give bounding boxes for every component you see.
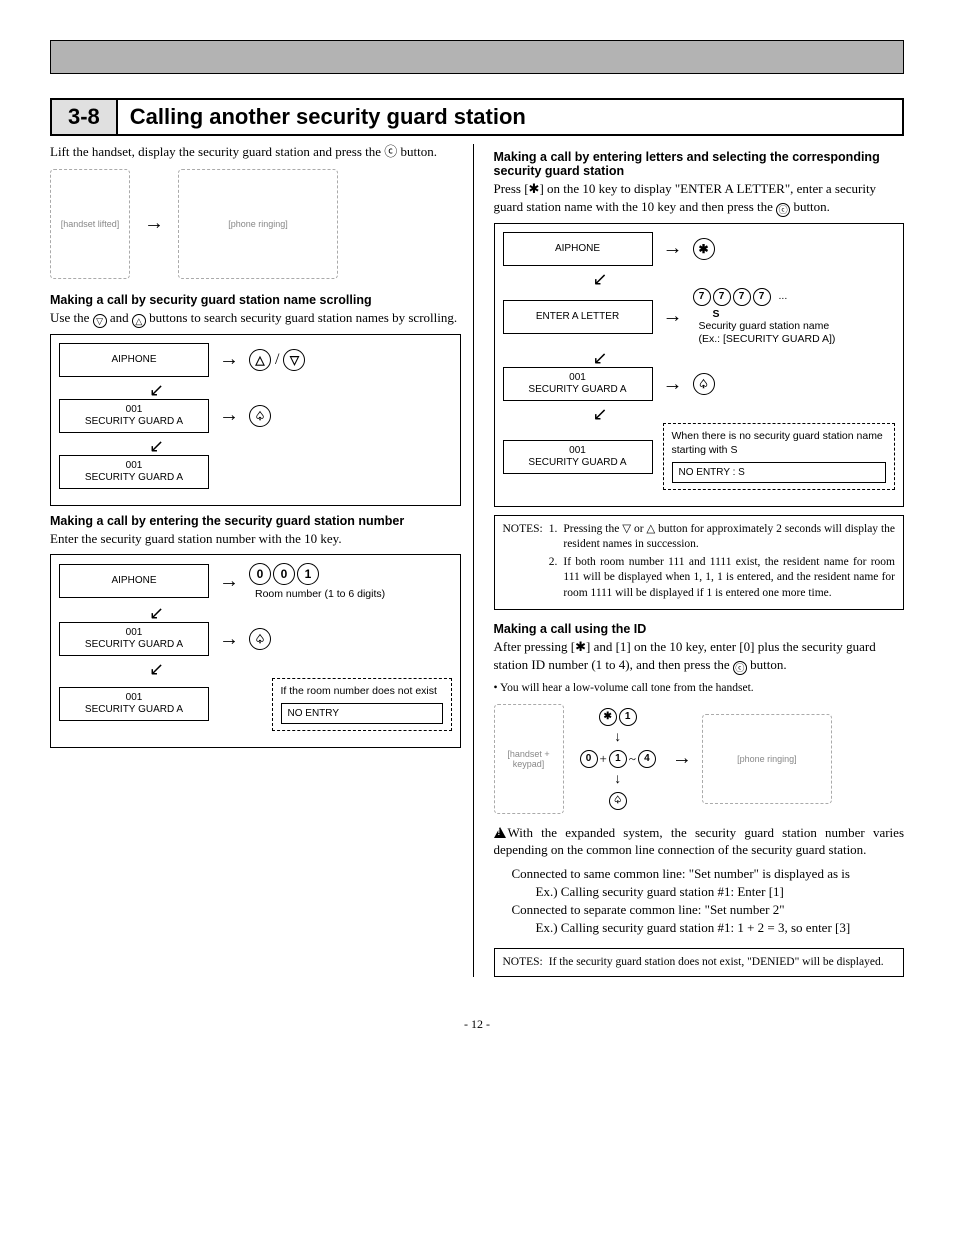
no-s-box: When there is no security guard station … <box>663 423 896 489</box>
lcd-display: AIPHONE <box>503 232 653 266</box>
arrow-right-icon: → <box>144 212 164 235</box>
key-1-icon: 1 <box>609 750 627 768</box>
note-1: Pressing the ▽ or △ button for approxima… <box>563 522 895 553</box>
id-diagram: [handset + keypad] ✱ 1 ↓ 0 + 1 ~ 4 ↓ ♤ →… <box>494 704 905 814</box>
star-key-icon: ✱ <box>693 238 715 260</box>
letter-note-2: (Ex.: [SECURITY GUARD A]) <box>699 333 896 346</box>
id-desc: After pressing [✱] and [1] on the 10 key… <box>494 638 905 675</box>
lcd-display: 001 SECURITY GUARD A <box>59 687 209 721</box>
warning-icon <box>494 827 506 838</box>
call-button-icon: ♤ <box>249 628 271 650</box>
letters-desc: Press [✱] on the 10 key to display "ENTE… <box>494 180 905 217</box>
call-button-icon: ♤ <box>693 373 715 395</box>
arrow-diag-icon: ↙ <box>149 660 452 678</box>
denied-notes-block: NOTES: If the security guard station doe… <box>494 948 905 978</box>
no-s-lcd: NO ENTRY : S <box>672 462 887 483</box>
up-button-icon: △ <box>249 349 271 371</box>
id-bullet: • You will hear a low-volume call tone f… <box>494 681 905 696</box>
top-gray-bar <box>50 40 904 74</box>
key-0-icon: 0 <box>249 563 271 585</box>
key-7-icon: 7 <box>693 288 711 306</box>
lcd-display: AIPHONE <box>59 564 209 598</box>
lcd-display: 001 SECURITY GUARD A <box>59 455 209 489</box>
no-entry-box: If the room number does not exist NO ENT… <box>272 678 452 731</box>
arrow-down-icon: ↓ <box>614 772 621 788</box>
arrow-right-icon: → <box>219 404 239 427</box>
scroll-desc: Use the ▽ and △ buttons to search securi… <box>50 309 461 328</box>
key-7-icon: 7 <box>753 288 771 306</box>
section-title: Calling another security guard station <box>118 100 538 134</box>
number-heading: Making a call by entering the security g… <box>50 514 461 528</box>
section-header: 3-8 Calling another security guard stati… <box>50 98 904 136</box>
arrow-right-icon: → <box>219 348 239 371</box>
number-diagram: AIPHONE → 0 0 1 Room number (1 to 6 digi… <box>50 554 461 748</box>
scroll-diagram: AIPHONE → △ / ▽ ↙ 001 SECURITY GUARD A →… <box>50 334 461 506</box>
key-1-icon: 1 <box>619 708 637 726</box>
down-icon: ▽ <box>93 314 107 328</box>
key-4-icon: 4 <box>638 750 656 768</box>
notes-label: NOTES: <box>503 522 543 604</box>
scroll-heading: Making a call by security guard station … <box>50 293 461 307</box>
arrow-right-icon: → <box>219 570 239 593</box>
note-2: If both room number 111 and 1111 exist, … <box>563 555 895 602</box>
key-7-icon: 7 <box>713 288 731 306</box>
up-icon: △ <box>132 314 146 328</box>
arrow-diag-icon: ↙ <box>593 405 896 423</box>
right-column: Making a call by entering letters and se… <box>494 144 905 977</box>
key-0-icon: 0 <box>273 563 295 585</box>
section-number: 3-8 <box>52 100 118 134</box>
lcd-display: 001 SECURITY GUARD A <box>503 440 653 474</box>
down-button-icon: ▽ <box>283 349 305 371</box>
lcd-display: ENTER A LETTER <box>503 300 653 334</box>
phone-illustration: [phone ringing] <box>702 714 832 804</box>
warning-paragraph: With the expanded system, the security g… <box>494 824 905 859</box>
arrow-diag-icon: ↙ <box>149 604 452 622</box>
arrow-diag-icon: ↙ <box>149 381 452 399</box>
arrow-right-icon: → <box>663 305 683 328</box>
page-number: - 12 - <box>50 1017 904 1032</box>
no-entry-lcd: NO ENTRY <box>281 703 443 724</box>
call-icon: ⓒ <box>776 203 790 217</box>
handset-illustration: [handset lifted] <box>50 169 130 279</box>
left-column: Lift the handset, display the security g… <box>50 144 474 977</box>
key-1-icon: 1 <box>297 563 319 585</box>
arrow-right-icon: → <box>672 747 692 770</box>
handset-illustration: [handset + keypad] <box>494 704 564 814</box>
key-0-icon: 0 <box>580 750 598 768</box>
call-icon: ⓒ <box>733 661 747 675</box>
intro-text: Lift the handset, display the security g… <box>50 144 461 161</box>
letter-note-1: Security guard station name <box>699 320 896 333</box>
arrow-diag-icon: ↙ <box>593 349 896 367</box>
lcd-display: 001 SECURITY GUARD A <box>59 399 209 433</box>
letters-diagram: AIPHONE → ✱ ↙ ENTER A LETTER → 7 7 7 7 <box>494 223 905 507</box>
arrow-diag-icon: ↙ <box>593 270 896 288</box>
lcd-display: AIPHONE <box>59 343 209 377</box>
letters-heading: Making a call by entering letters and se… <box>494 150 905 178</box>
lcd-display: 001 SECURITY GUARD A <box>59 622 209 656</box>
room-number-note: Room number (1 to 6 digits) <box>255 588 385 601</box>
arrow-right-icon: → <box>663 373 683 396</box>
id-heading: Making a call using the ID <box>494 622 905 636</box>
star-key-icon: ✱ <box>599 708 617 726</box>
arrow-diag-icon: ↙ <box>149 437 452 455</box>
notes-label: NOTES: <box>503 955 543 971</box>
intro-illustration-row: [handset lifted] → [phone ringing] <box>50 169 461 279</box>
letter-s: S <box>713 308 896 321</box>
intro-span: Lift the handset, display the security g… <box>50 144 437 159</box>
phone-illustration: [phone ringing] <box>178 169 338 279</box>
number-desc: Enter the security guard station number … <box>50 530 461 548</box>
call-button-icon: ♤ <box>609 792 627 810</box>
arrow-right-icon: → <box>663 237 683 260</box>
call-button-icon: ♤ <box>249 405 271 427</box>
arrow-right-icon: → <box>219 628 239 651</box>
lcd-display: 001 SECURITY GUARD A <box>503 367 653 401</box>
denied-text: If the security guard station does not e… <box>549 955 895 971</box>
notes-block: NOTES: 1.Pressing the ▽ or △ button for … <box>494 515 905 611</box>
connection-details: Connected to same common line: "Set numb… <box>512 865 905 938</box>
arrow-down-icon: ↓ <box>614 730 621 746</box>
key-7-icon: 7 <box>733 288 751 306</box>
